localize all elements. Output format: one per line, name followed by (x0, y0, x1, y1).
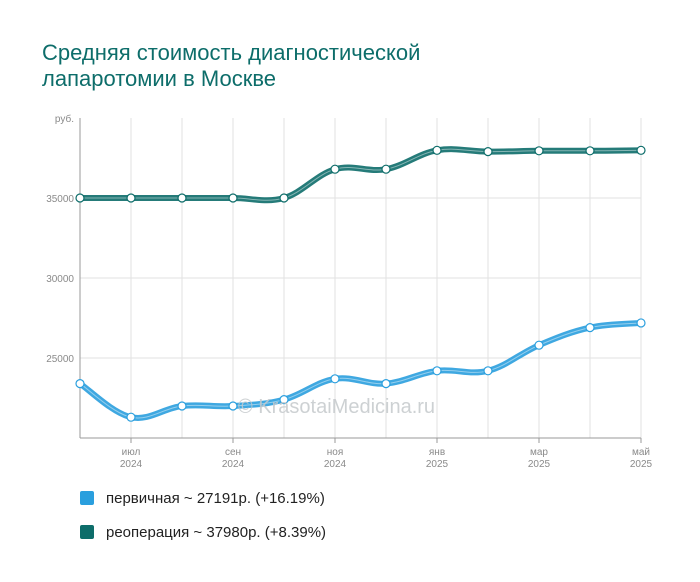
x-tick-month-label: май (632, 447, 650, 458)
x-tick-year-label: 2024 (222, 459, 245, 470)
legend-label-reoperation: реоперация ~ 37980р. (+8.39%) (106, 523, 327, 541)
data-point-primary (228, 401, 238, 411)
chart-title: Средняя стоимость диагностической лапаро… (42, 40, 602, 92)
x-tick-year-label: 2025 (528, 459, 551, 470)
x-tick-month-label: сен (225, 447, 241, 458)
watermark: © KrasotaiMedicina.ru (238, 396, 436, 418)
x-tick-year-label: 2025 (426, 459, 449, 470)
data-point-reoperation (534, 146, 544, 156)
data-point-primary (432, 366, 442, 376)
legend-label-primary: первичная ~ 27191р. (+16.19%) (106, 489, 325, 507)
data-point-reoperation (330, 164, 340, 174)
data-point-reoperation (228, 193, 238, 203)
series-line-highlight-reoperation (79, 148, 642, 201)
data-point-reoperation (75, 193, 85, 203)
data-point-reoperation (636, 145, 646, 155)
data-point-primary (585, 323, 595, 333)
x-tick-year-label: 2025 (630, 459, 653, 470)
y-tick-label: 30000 (46, 274, 74, 285)
data-point-reoperation (432, 145, 442, 155)
series-line-reoperation (77, 146, 644, 204)
data-point-reoperation (381, 164, 391, 174)
y-axis-unit-label: руб. (55, 113, 74, 125)
data-point-reoperation (126, 193, 136, 203)
legend: первичная ~ 27191р. (+16.19%) реоперация… (80, 488, 326, 556)
chart-title-line-1: Средняя стоимость диагностической (42, 40, 421, 65)
data-point-reoperation (177, 193, 187, 203)
chart-title-line-2: лапаротомии в Москве (42, 66, 276, 91)
x-tick-year-label: 2024 (324, 459, 347, 470)
x-tick-month-label: июл (122, 447, 141, 458)
legend-swatch-primary (80, 491, 94, 505)
data-point-primary (279, 395, 289, 405)
data-point-primary (534, 340, 544, 350)
y-tick-label: 25000 (46, 354, 74, 365)
data-point-reoperation (483, 147, 493, 157)
data-point-primary (126, 412, 136, 422)
legend-swatch-reoperation (80, 525, 94, 539)
legend-item-reoperation[interactable]: реоперация ~ 37980р. (+8.39%) (80, 522, 326, 542)
y-tick-label: 35000 (46, 194, 74, 205)
x-tick-month-label: янв (429, 447, 445, 458)
x-tick-month-label: мар (530, 447, 548, 458)
x-tick-year-label: 2024 (120, 459, 143, 470)
data-point-primary (381, 379, 391, 389)
data-point-primary (177, 401, 187, 411)
line-chart: руб.250003000035000июл2024сен2024ноя2024… (46, 113, 653, 470)
data-point-primary (330, 374, 340, 384)
data-point-primary (483, 366, 493, 376)
legend-item-primary[interactable]: первичная ~ 27191р. (+16.19%) (80, 488, 326, 508)
data-point-primary (75, 379, 85, 389)
data-point-primary (636, 318, 646, 328)
data-point-reoperation (585, 146, 595, 156)
x-tick-month-label: ноя (327, 447, 344, 458)
data-point-reoperation (279, 193, 289, 203)
